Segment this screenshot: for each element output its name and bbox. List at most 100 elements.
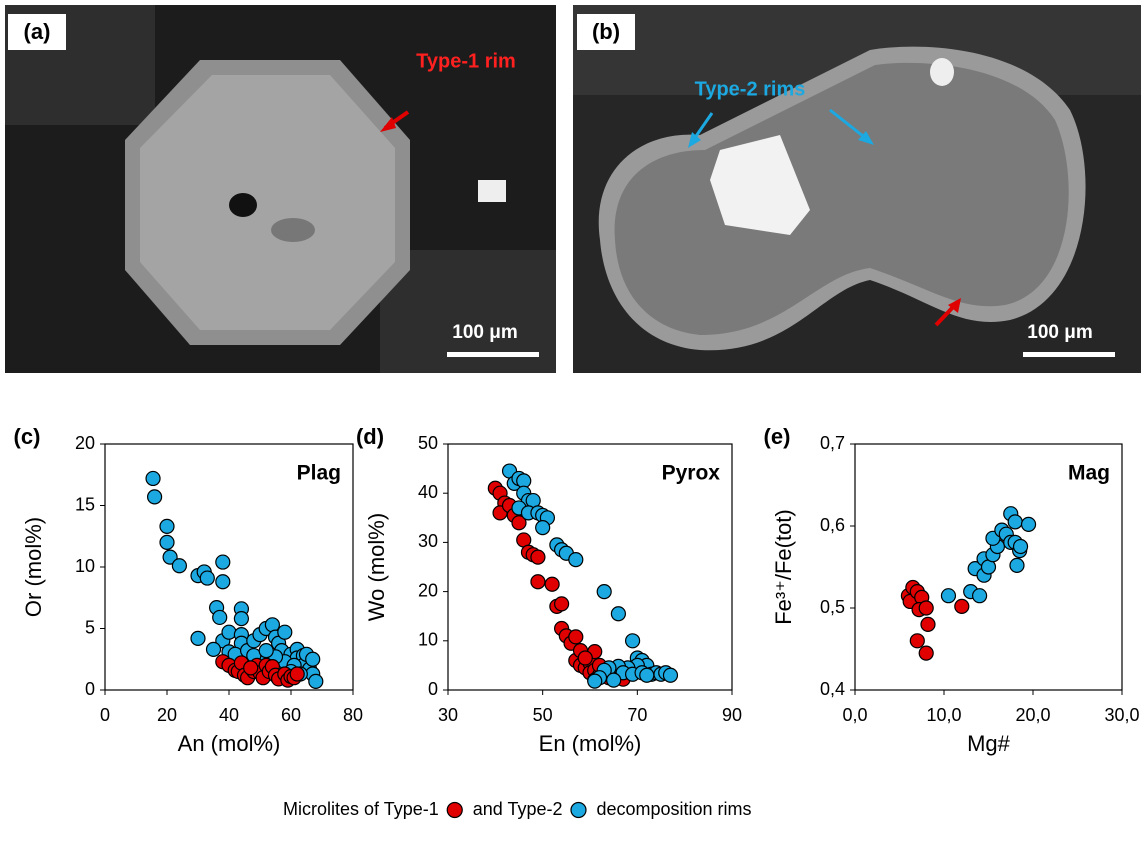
x-axis-label: An (mol%) — [178, 731, 281, 756]
inclusion — [271, 218, 315, 242]
x-tick-label: 0 — [100, 705, 110, 725]
x-tick-label: 10,0 — [926, 705, 961, 725]
point — [663, 668, 677, 682]
x-tick-label: 20 — [157, 705, 177, 725]
y-tick-label: 0 — [428, 679, 438, 699]
panel-label: (b) — [592, 19, 620, 44]
point — [259, 644, 273, 658]
point — [191, 631, 205, 645]
point — [1008, 515, 1022, 529]
panel-label: (c) — [14, 424, 41, 449]
x-axis-label: Mg# — [967, 731, 1011, 756]
y-tick-label: 0,6 — [820, 515, 845, 535]
charts: 05101520020406080An (mol%)Or (mol%)(c)Pl… — [14, 424, 1140, 756]
point — [569, 630, 583, 644]
y-tick-label: 0,7 — [820, 433, 845, 453]
y-tick-label: 20 — [75, 433, 95, 453]
chart-title: Pyrox — [662, 462, 721, 485]
point — [531, 575, 545, 589]
annotation: Type-1 rim — [416, 50, 516, 72]
point — [597, 585, 611, 599]
point — [160, 519, 174, 533]
x-tick-label: 90 — [722, 705, 742, 725]
x-tick-label: 70 — [627, 705, 647, 725]
point — [160, 535, 174, 549]
y-axis-label: Or (mol%) — [21, 517, 46, 617]
y-tick-label: 0,4 — [820, 679, 845, 699]
point — [146, 471, 160, 485]
point — [955, 599, 969, 613]
legend-marker — [571, 803, 586, 818]
point — [244, 661, 258, 675]
x-tick-label: 30,0 — [1104, 705, 1139, 725]
scale-label: 100 μm — [452, 322, 518, 343]
scale-bar — [447, 352, 539, 357]
point — [569, 553, 583, 567]
scale-label: 100 μm — [1027, 322, 1093, 343]
y-tick-label: 50 — [418, 433, 438, 453]
point — [640, 668, 654, 682]
point — [1022, 517, 1036, 531]
y-tick-label: 0,5 — [820, 597, 845, 617]
point — [213, 610, 227, 624]
panel-label: (a) — [24, 19, 51, 44]
x-tick-label: 50 — [533, 705, 553, 725]
figure: (a) Type-1 rim 100 μm (b) Type-2 rims 10… — [0, 0, 1146, 849]
legend-label: decomposition rims — [596, 799, 751, 819]
y-tick-label: 0 — [85, 679, 95, 699]
y-tick-label: 30 — [418, 531, 438, 551]
page: {"photos": [ {"panel": "(a)", "annotatio… — [0, 0, 1146, 849]
bright-grain — [478, 180, 506, 202]
point — [531, 550, 545, 564]
point — [207, 642, 221, 656]
y-axis-label: Fe³⁺/Fe(tot) — [771, 509, 796, 625]
point — [588, 674, 602, 688]
point — [578, 651, 592, 665]
legend-marker — [447, 803, 462, 818]
point — [148, 490, 162, 504]
point — [1010, 558, 1024, 572]
legend-label: and Type-2 — [473, 799, 563, 819]
point — [216, 555, 230, 569]
point — [536, 521, 550, 535]
inclusion — [229, 193, 257, 217]
chart-title: Plag — [297, 462, 341, 485]
y-tick-label: 5 — [85, 617, 95, 637]
point — [919, 601, 933, 615]
x-tick-label: 80 — [343, 705, 363, 725]
photo-a: (a) Type-1 rim 100 μm — [5, 5, 556, 373]
point — [910, 634, 924, 648]
point — [545, 577, 559, 591]
point — [278, 625, 292, 639]
y-tick-label: 10 — [418, 630, 438, 650]
point — [1014, 540, 1028, 554]
y-tick-label: 20 — [418, 580, 438, 600]
panel-label: (d) — [356, 424, 384, 449]
photo-b: (b) Type-2 rims 100 μm — [573, 5, 1141, 373]
x-axis-label: En (mol%) — [539, 731, 642, 756]
annotation: Type-2 rims — [695, 78, 806, 100]
x-tick-label: 20,0 — [1015, 705, 1050, 725]
y-tick-label: 10 — [75, 556, 95, 576]
point — [611, 607, 625, 621]
point — [172, 559, 186, 573]
point — [941, 589, 955, 603]
point — [309, 674, 323, 688]
point — [234, 612, 248, 626]
point — [265, 618, 279, 632]
point — [222, 625, 236, 639]
point — [626, 634, 640, 648]
point — [306, 652, 320, 666]
point — [919, 646, 933, 660]
y-axis-label: Wo (mol%) — [364, 513, 389, 621]
panel-label: (e) — [764, 424, 791, 449]
point — [290, 667, 304, 681]
x-tick-label: 0,0 — [842, 705, 867, 725]
point — [200, 571, 214, 585]
point — [973, 589, 987, 603]
point — [555, 597, 569, 611]
point — [216, 575, 230, 589]
y-tick-label: 40 — [418, 482, 438, 502]
y-tick-label: 15 — [75, 494, 95, 514]
